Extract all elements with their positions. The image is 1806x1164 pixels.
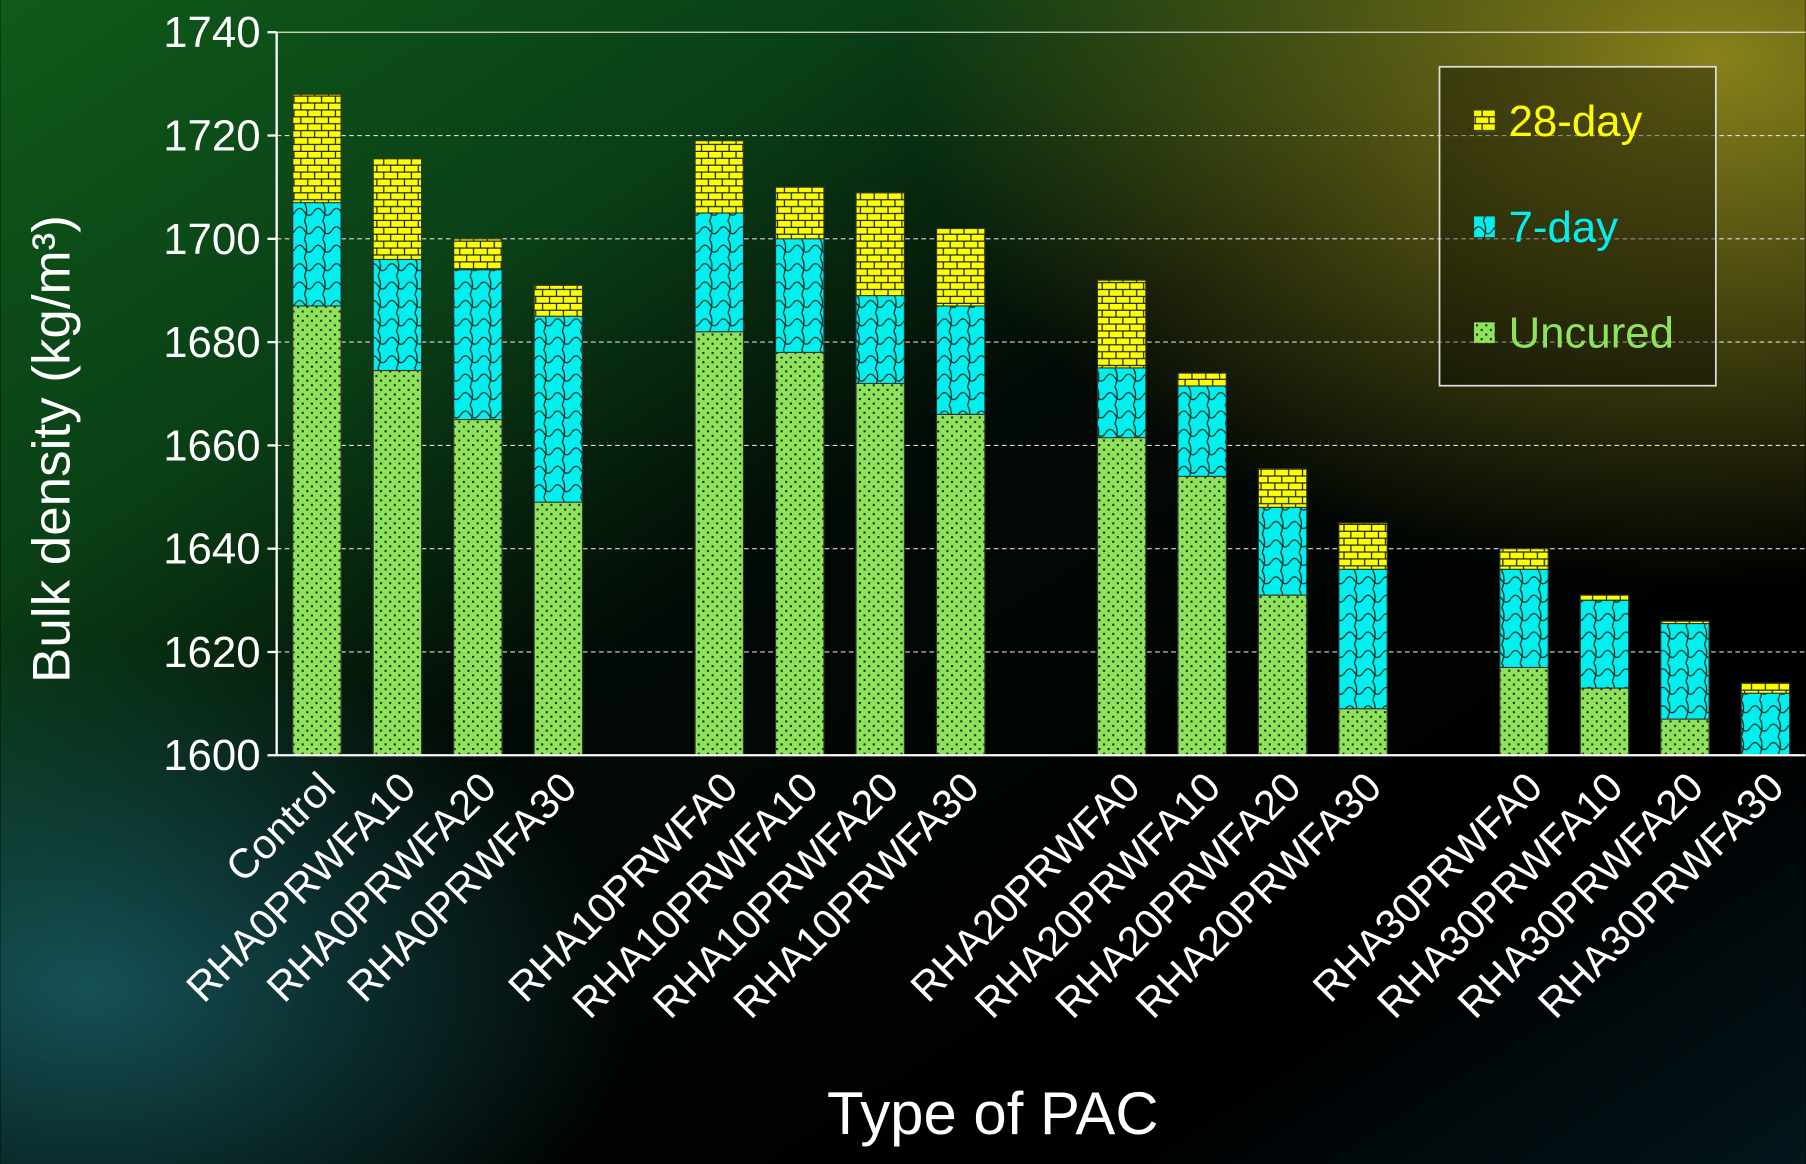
bar <box>1660 718 1710 756</box>
bar <box>1499 666 1549 756</box>
bar <box>372 369 423 756</box>
legend-swatch <box>1474 322 1495 344</box>
bar <box>1740 692 1791 756</box>
legend: 28-day 7-day Uncured <box>1438 65 1717 387</box>
y-tick-label: 1740 <box>163 8 260 57</box>
bar <box>1257 594 1308 756</box>
bar <box>1338 708 1388 756</box>
bar <box>533 501 584 756</box>
bar <box>1096 437 1147 756</box>
legend-swatch <box>1474 110 1495 132</box>
legend-swatch <box>1474 216 1495 238</box>
y-tick-label: 1600 <box>163 731 260 780</box>
bar <box>935 413 986 756</box>
legend-label: Uncured <box>1509 309 1674 358</box>
y-tick-label: 1620 <box>163 628 260 677</box>
bar <box>1177 475 1227 756</box>
bar <box>774 351 825 756</box>
bar <box>453 419 503 756</box>
bar <box>1579 687 1630 756</box>
y-tick-label: 1680 <box>163 318 260 367</box>
y-tick-label: 1720 <box>163 111 260 160</box>
x-axis-title: Type of PAC <box>827 1080 1159 1147</box>
bar <box>855 382 905 756</box>
y-axis-title: Bulk density (kg/m³) <box>22 215 81 683</box>
bar <box>292 305 342 756</box>
bar <box>694 331 745 756</box>
legend-label: 7-day <box>1509 203 1619 252</box>
y-tick-label: 1660 <box>163 421 260 470</box>
y-tick-label: 1700 <box>163 215 260 264</box>
legend-label: 28-day <box>1509 97 1643 146</box>
y-tick-label: 1640 <box>163 525 260 574</box>
